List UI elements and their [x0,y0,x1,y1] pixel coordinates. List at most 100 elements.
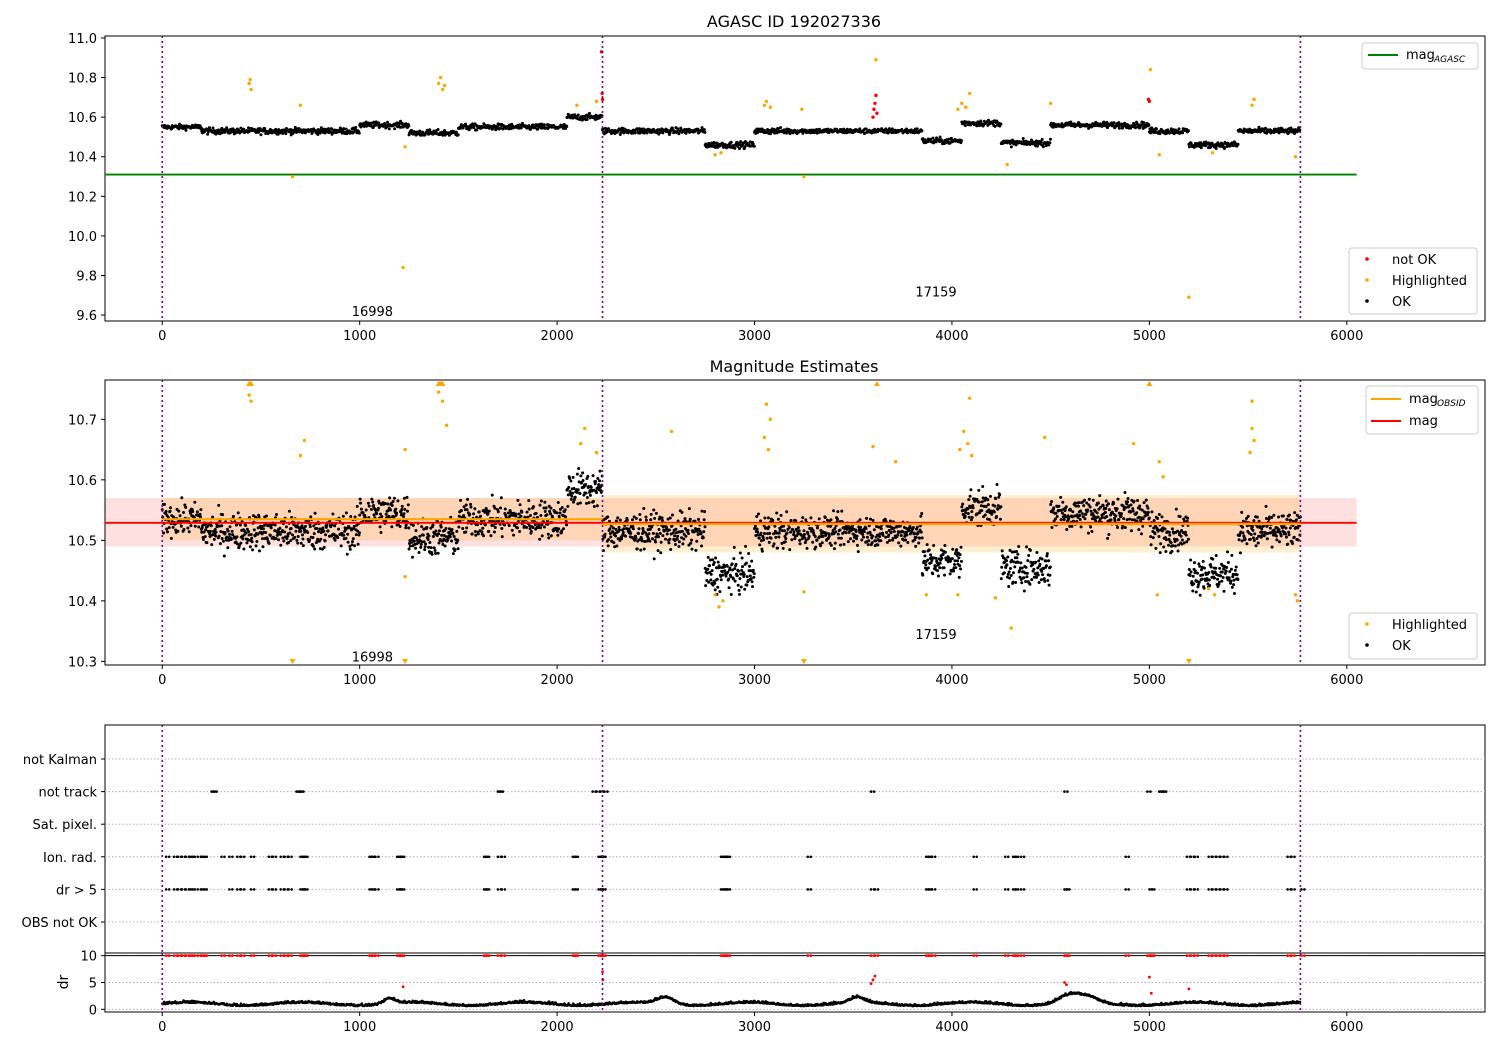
ok-point [1275,534,1278,537]
ok-point [1061,501,1064,504]
ok-point [1077,505,1080,508]
ok-point [196,510,199,513]
ok-point [622,527,625,530]
ok-point [518,530,521,533]
ok-point [528,508,531,511]
ok-point [816,539,819,542]
ok-point [379,531,382,534]
ok-point [777,535,780,538]
ok-point [825,532,828,535]
ok-point [741,556,744,559]
flag-row-label: Sat. pixel. [33,818,97,833]
ok-point [1174,544,1177,547]
ok-point [1177,127,1180,130]
ok-point [960,560,963,563]
ok-point [1215,554,1218,557]
highlighted-point [958,448,961,451]
ok-point [324,539,327,542]
ok-point [1008,577,1011,580]
ok-point [444,527,447,530]
ok-point [347,541,350,544]
ok-point [402,512,405,515]
ok-point [393,497,396,500]
ok-point [1065,528,1068,531]
ok-point [936,569,939,572]
ok-point [1082,504,1085,507]
highlighted-point [1294,155,1297,158]
flag-point [1193,856,1196,859]
ok-point [1003,571,1006,574]
ok-point [368,505,371,508]
ok-point [912,526,915,529]
ok-point [845,531,848,534]
ok-point [1135,511,1138,514]
ok-point [390,525,393,528]
ok-point [408,547,411,550]
ok-point [767,516,770,519]
ok-point [1184,531,1187,534]
ok-point [681,542,684,545]
ok-point [224,531,227,534]
ok-point [204,528,207,531]
ok-point [570,498,573,501]
flag-point [290,888,293,891]
ok-point [664,538,667,541]
ok-point [666,532,669,535]
ok-point [1057,505,1060,508]
ok-point [431,524,434,527]
ok-point [706,568,709,571]
ok-point [1035,551,1038,554]
flag-point [306,856,309,859]
ok-point [716,586,719,589]
ok-point [1256,516,1259,519]
flag-point [231,856,234,859]
ok-point [1030,578,1033,581]
highlighted-point [769,418,772,421]
ok-point [1226,550,1229,553]
ok-point [412,524,415,527]
ok-point [471,532,474,535]
highlighted-point [765,403,768,406]
ok-point [342,515,345,518]
flag-point [268,888,271,891]
ok-point [182,511,185,514]
ok-point [427,538,430,541]
ok-point [695,540,698,543]
ok-point [968,516,971,519]
ok-point [596,504,599,507]
ok-point [735,563,738,566]
ok-point [451,528,454,531]
ok-point [353,544,356,547]
ok-point [1012,571,1015,574]
ok-point [1278,540,1281,543]
ok-point [1083,517,1086,520]
ok-point [308,539,311,542]
flag-point [283,888,286,891]
flag-point [873,790,876,793]
ok-point [293,536,296,539]
ok-point [456,539,459,542]
ok-point [519,503,522,506]
ok-point [1126,500,1129,503]
ok-point [999,123,1002,126]
ok-point [751,585,754,588]
ok-point [1118,127,1121,130]
ok-point [1200,146,1203,149]
highlighted-point [960,102,963,105]
ok-point [469,503,472,506]
ok-point [1218,581,1221,584]
ok-point [340,544,343,547]
ok-point [652,532,655,535]
ok-point [1181,131,1184,134]
legend-marker [1365,299,1369,303]
ok-point [785,510,788,513]
ok-point [588,501,591,504]
ok-point [346,553,349,556]
ok-point [1089,506,1092,509]
ok-point [761,550,764,553]
ok-point [892,537,895,540]
ok-point [778,532,781,535]
ok-point [1231,586,1234,589]
ok-point [1001,549,1004,552]
ok-point [1168,531,1171,534]
